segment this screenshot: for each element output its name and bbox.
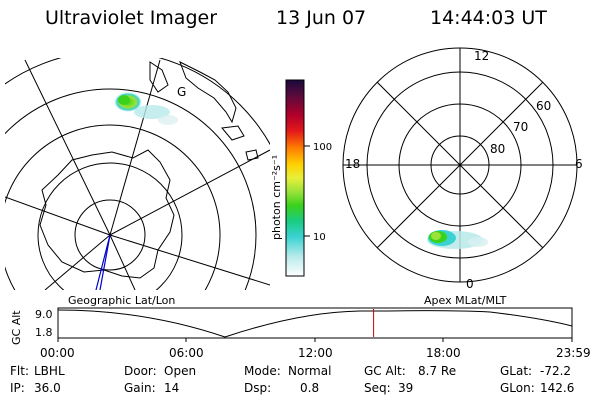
- timeline-xtick-4: 23:59: [556, 346, 591, 360]
- mlat-label-70: 70: [513, 120, 528, 134]
- latitude-circle: [5, 124, 221, 290]
- longitude-line: [5, 196, 111, 236]
- magnetic-map: [342, 47, 578, 283]
- info-glat-label: GLat:: [500, 364, 533, 378]
- mlt-label-12: 12: [474, 49, 489, 63]
- info-gain-value: 14: [164, 381, 180, 395]
- left-panel-label: Geographic Lat/Lon: [68, 294, 175, 307]
- altitude-curve: [57, 309, 573, 338]
- info-gain-label: Gain:: [124, 381, 156, 395]
- altitude-timeline: [57, 307, 573, 342]
- info-gcalt-label: GC Alt:: [364, 364, 406, 378]
- info-door-value: Open: [164, 364, 197, 378]
- date-label: 13 Jun 07: [276, 7, 367, 29]
- info-glat-value: -72.2: [540, 364, 572, 378]
- coastline: [149, 61, 169, 93]
- info-dsp-value: 0.8: [300, 381, 320, 395]
- info-flt-label: Flt:: [10, 364, 29, 378]
- latitude-circle: [37, 162, 183, 290]
- aurora-emission-mag: [427, 230, 488, 249]
- coastline: [221, 125, 245, 141]
- coastline: [245, 149, 259, 161]
- aurora-emission-geo: [114, 92, 178, 125]
- longitude-line: [24, 59, 111, 236]
- coastline: [179, 60, 237, 124]
- right-panel-label: Apex MLat/MLT: [424, 294, 507, 307]
- info-flt-value: LBHL: [34, 364, 65, 378]
- timeline-xtick-2: 12:00: [298, 346, 333, 360]
- latitude-circle: [5, 88, 257, 290]
- info-door-label: Door:: [124, 364, 157, 378]
- info-mode-value: Normal: [288, 364, 332, 378]
- longitude-line: [109, 59, 161, 236]
- info-gcalt-value: 8.7 Re: [418, 364, 457, 378]
- info-glon-value: 142.6: [540, 381, 575, 395]
- longitude-line: [44, 234, 111, 290]
- timeline-ytick-high: 9.0: [35, 308, 53, 321]
- satellite-track: [95, 234, 111, 291]
- info-dsp-label: Dsp:: [244, 381, 272, 395]
- info-ip-label: IP:: [10, 381, 25, 395]
- mlt-meridian: [376, 81, 544, 249]
- info-mode-label: Mode:: [244, 364, 281, 378]
- colorbar-tick-10: 10: [313, 232, 326, 243]
- colorbar-title: photon cm⁻²s⁻¹: [270, 155, 283, 240]
- mlt-label-18: 18: [345, 157, 360, 171]
- mlat-label-60: 60: [536, 99, 551, 113]
- colorbar: [285, 79, 305, 277]
- longitude-line: [109, 234, 136, 290]
- timeline-ytick-low: 1.8: [35, 326, 53, 339]
- satellite-track: [99, 234, 111, 291]
- info-ip-value: 36.0: [34, 381, 61, 395]
- timeline-axis-label: GC Alt: [10, 310, 23, 345]
- instrument-title: Ultraviolet Imager: [45, 7, 218, 29]
- info-seq-value: 39: [398, 381, 414, 395]
- time-label: 14:44:03 UT: [430, 7, 547, 29]
- mlt-label-6: 6: [575, 157, 583, 171]
- timeline-xtick-3: 18:00: [426, 346, 461, 360]
- geographic-marker: G: [177, 85, 186, 99]
- info-seq-label: Seq:: [364, 381, 391, 395]
- longitude-line: [109, 149, 270, 236]
- longitude-line: [109, 234, 270, 286]
- timeline-xtick-1: 06:00: [169, 346, 204, 360]
- info-glon-label: GLon:: [500, 381, 535, 395]
- timeline-xtick-0: 00:00: [40, 346, 75, 360]
- mlat-label-80: 80: [490, 142, 505, 156]
- coastline: [39, 149, 175, 279]
- mlt-label-0: 0: [466, 277, 474, 291]
- colorbar-tick-100: 100: [313, 142, 332, 153]
- latitude-circle: [74, 199, 146, 271]
